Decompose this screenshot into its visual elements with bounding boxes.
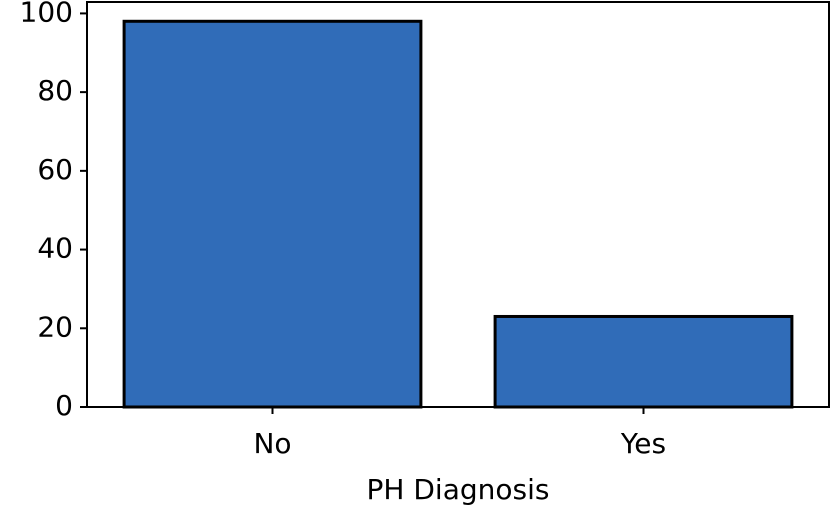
y-tick-label: 40 — [37, 232, 73, 265]
y-tick-label: 80 — [37, 74, 73, 107]
x-tick-label: No — [253, 427, 291, 460]
x-axis-label: PH Diagnosis — [367, 473, 550, 506]
bar — [493, 314, 794, 409]
bar — [122, 19, 423, 409]
x-tick-label: Yes — [620, 427, 666, 460]
y-tick-label: 60 — [37, 153, 73, 186]
plot-frame — [86, 1, 830, 408]
y-tick-label: 100 — [20, 0, 73, 28]
y-tick-label: 0 — [55, 389, 73, 422]
y-tick-label: 20 — [37, 310, 73, 343]
